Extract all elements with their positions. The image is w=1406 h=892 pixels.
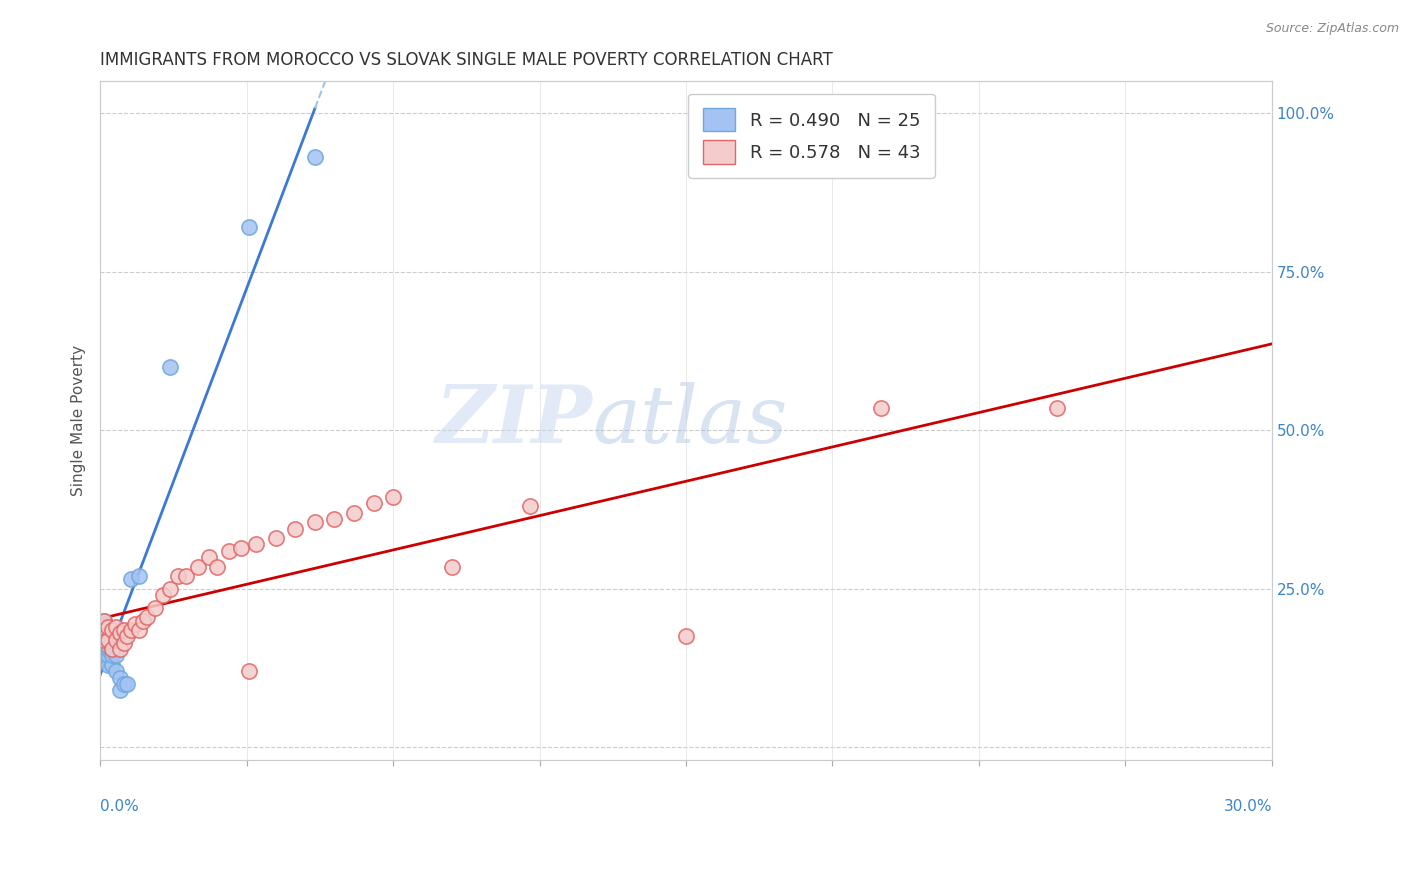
- Point: [323, 512, 346, 526]
- Point: [93, 642, 115, 657]
- Point: [93, 614, 115, 628]
- Point: [519, 500, 541, 514]
- Point: [104, 665, 127, 679]
- Point: [93, 632, 115, 647]
- Point: [187, 559, 209, 574]
- Point: [152, 588, 174, 602]
- Point: [97, 620, 120, 634]
- Point: [245, 537, 267, 551]
- Point: [264, 531, 287, 545]
- Point: [93, 629, 115, 643]
- Point: [120, 623, 142, 637]
- Point: [117, 629, 139, 643]
- Point: [108, 626, 131, 640]
- Point: [108, 642, 131, 657]
- Point: [117, 677, 139, 691]
- Point: [101, 623, 124, 637]
- Point: [128, 569, 150, 583]
- Point: [128, 623, 150, 637]
- Point: [108, 671, 131, 685]
- Point: [198, 550, 221, 565]
- Point: [343, 506, 366, 520]
- Point: [97, 632, 120, 647]
- Point: [207, 559, 229, 574]
- Point: [93, 626, 115, 640]
- Point: [104, 632, 127, 647]
- Point: [93, 623, 115, 637]
- Point: [238, 220, 260, 235]
- Point: [304, 515, 326, 529]
- Point: [229, 541, 252, 555]
- Point: [93, 614, 115, 628]
- Point: [167, 569, 190, 583]
- Point: [382, 490, 405, 504]
- Point: [238, 665, 260, 679]
- Point: [174, 569, 197, 583]
- Point: [143, 600, 166, 615]
- Point: [101, 648, 124, 663]
- Point: [136, 610, 159, 624]
- Point: [108, 683, 131, 698]
- Point: [870, 401, 893, 415]
- Point: [440, 559, 463, 574]
- Point: [304, 151, 326, 165]
- Point: [1046, 401, 1069, 415]
- Text: IMMIGRANTS FROM MOROCCO VS SLOVAK SINGLE MALE POVERTY CORRELATION CHART: IMMIGRANTS FROM MOROCCO VS SLOVAK SINGLE…: [100, 51, 832, 69]
- Text: 30.0%: 30.0%: [1223, 799, 1272, 814]
- Text: ZIP: ZIP: [436, 382, 592, 459]
- Point: [120, 572, 142, 586]
- Point: [101, 657, 124, 672]
- Point: [93, 620, 115, 634]
- Point: [112, 677, 135, 691]
- Point: [112, 636, 135, 650]
- Point: [159, 359, 181, 374]
- Y-axis label: Single Male Poverty: Single Male Poverty: [72, 345, 86, 496]
- Point: [93, 648, 115, 663]
- Point: [218, 543, 240, 558]
- Point: [101, 642, 124, 657]
- Text: atlas: atlas: [592, 382, 787, 459]
- Point: [97, 657, 120, 672]
- Point: [159, 582, 181, 596]
- Point: [104, 648, 127, 663]
- Point: [97, 639, 120, 653]
- Point: [112, 623, 135, 637]
- Point: [97, 642, 120, 657]
- Point: [124, 616, 146, 631]
- Point: [93, 620, 115, 634]
- Point: [104, 620, 127, 634]
- Point: [675, 629, 697, 643]
- Point: [284, 522, 307, 536]
- Text: Source: ZipAtlas.com: Source: ZipAtlas.com: [1265, 22, 1399, 36]
- Point: [93, 636, 115, 650]
- Point: [363, 496, 385, 510]
- Point: [132, 614, 155, 628]
- Text: 0.0%: 0.0%: [100, 799, 139, 814]
- Legend: R = 0.490   N = 25, R = 0.578   N = 43: R = 0.490 N = 25, R = 0.578 N = 43: [689, 94, 935, 178]
- Point: [97, 648, 120, 663]
